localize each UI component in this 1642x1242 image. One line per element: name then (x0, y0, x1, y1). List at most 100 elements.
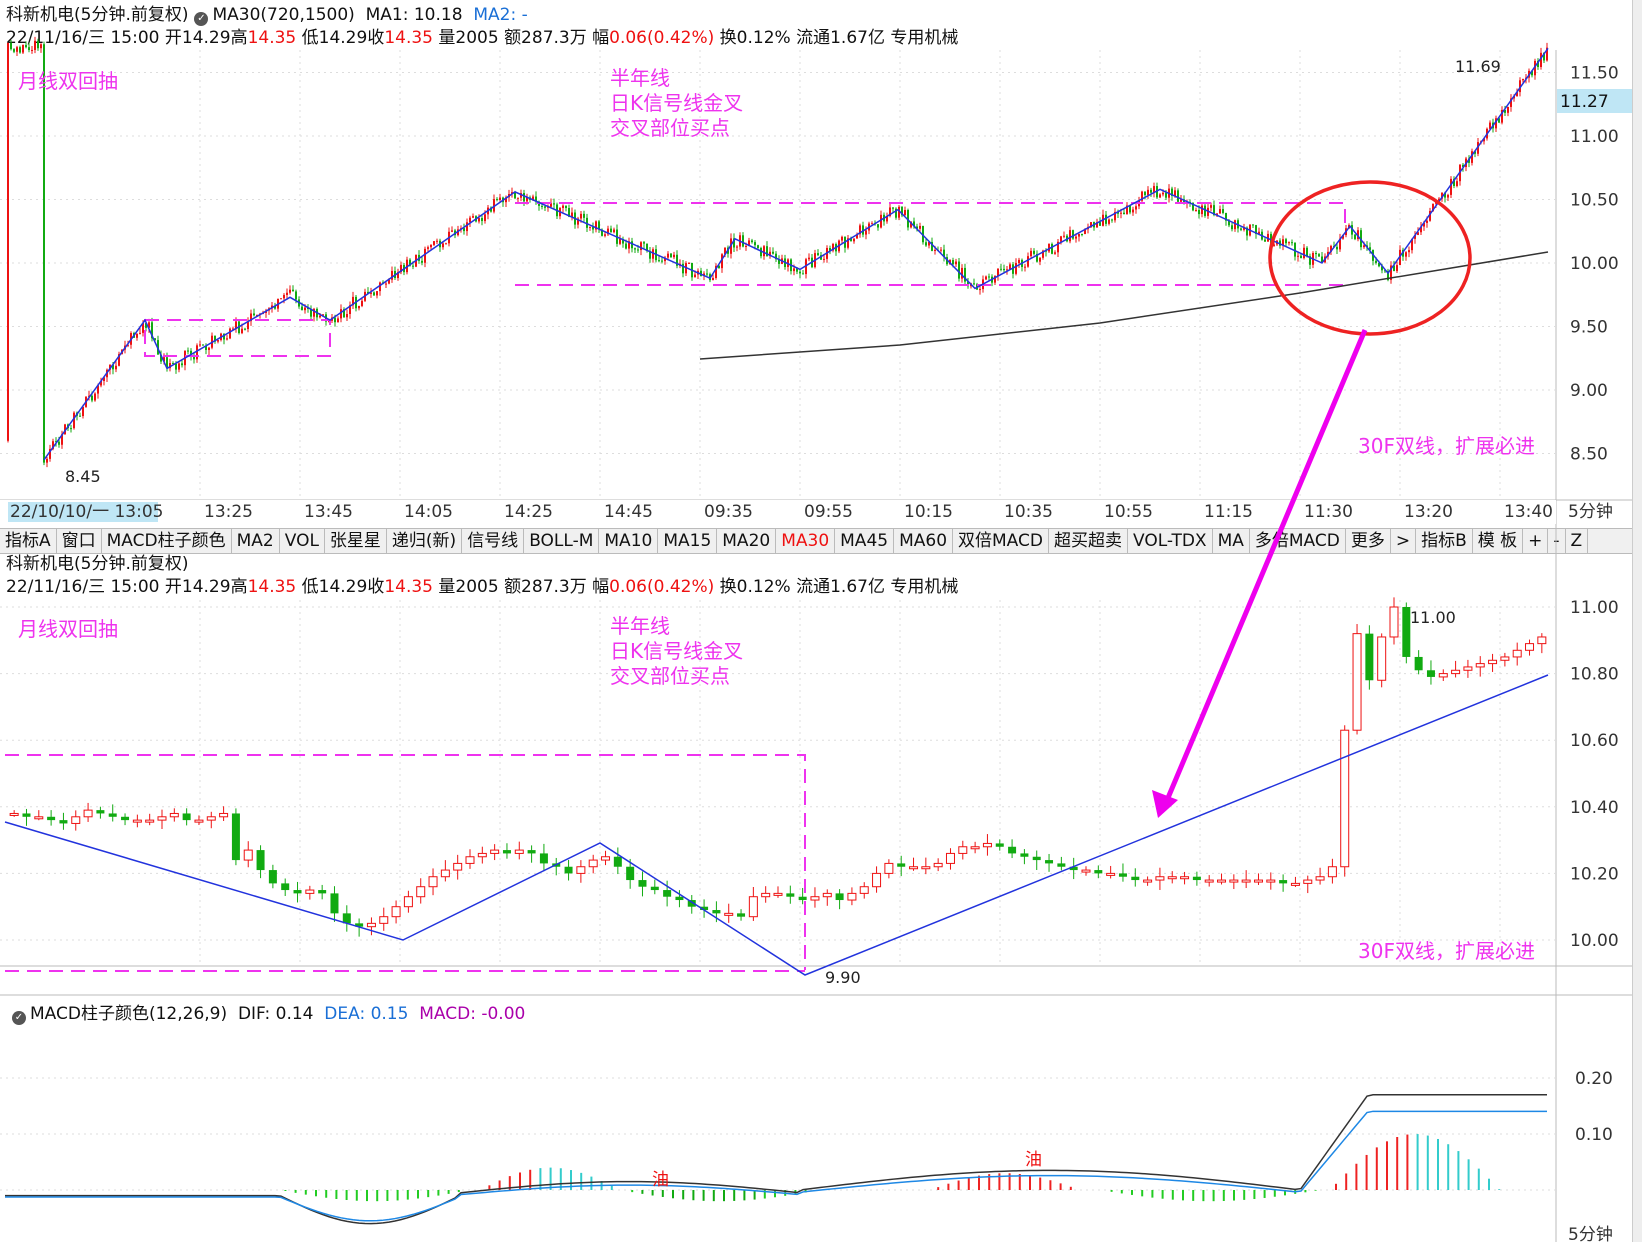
upper-candle-body (1489, 122, 1491, 129)
lower-candle-body (1081, 869, 1091, 873)
lower-info-sector: 专用机械 (890, 577, 959, 597)
lower-candle-body (1327, 866, 1337, 878)
lower-candle-body (1143, 879, 1153, 883)
upper-candle-body (994, 276, 996, 283)
upper-candle-body (700, 270, 702, 277)
settings-circle-icon[interactable]: ✓ (194, 12, 209, 26)
upper-candle-body (931, 241, 933, 251)
lower-candle-body (219, 812, 229, 818)
upper-candle-body (721, 254, 723, 269)
right-scrollbar[interactable] (1632, 0, 1642, 1242)
upper-candle-body (1507, 106, 1509, 113)
upper-candle-body (19, 47, 21, 53)
toolbar-item-14[interactable]: MA60 (894, 529, 954, 553)
upper-candle-body (808, 257, 810, 260)
toolbar-item-20[interactable]: 更多 (1346, 529, 1391, 553)
toolbar-item-16[interactable]: 超买超卖 (1049, 529, 1128, 553)
toolbar-item-9[interactable]: MA10 (599, 529, 659, 553)
toolbar-item-7[interactable]: 信号线 (462, 529, 525, 553)
upper-candle-body (904, 210, 906, 216)
toolbar-item-5[interactable]: 张星星 (325, 529, 387, 553)
toolbar-item-18[interactable]: MA (1213, 529, 1250, 553)
toolbar-item-6[interactable]: 递归(新) (387, 529, 463, 553)
upper-candle-body (1474, 151, 1476, 154)
upper-candle-body (865, 230, 867, 235)
upper-candle-body (73, 412, 75, 429)
lower-candle-body (293, 890, 302, 894)
upper-candle-body (979, 289, 981, 291)
upper-candle-body (208, 347, 210, 350)
upper-candle-body (841, 236, 843, 241)
upper-candle-body (871, 223, 873, 225)
lower-info-change-prefix: 幅 (592, 577, 610, 597)
upper-candle-body (1495, 118, 1497, 129)
upper-candle-body (889, 207, 891, 217)
upper-candle-body (1030, 250, 1032, 257)
upper-candle-body (310, 309, 312, 317)
upper-candle-body (598, 221, 600, 230)
upper-candle-body (1462, 164, 1464, 168)
upper-candle-body (1411, 238, 1413, 251)
toolbar-item-1[interactable]: 窗口 (57, 529, 102, 553)
info-close: 14.35 (384, 28, 433, 48)
lower-annotation-right: 30F双线，扩展必进 (1358, 939, 1535, 963)
upper-candle-body (562, 205, 564, 209)
lower-info-change: 0.06(0.42%) (609, 577, 715, 597)
upper-candle-body (919, 225, 921, 229)
toolbar-item-0[interactable]: 指标A (0, 529, 57, 553)
toolbar-item-4[interactable]: VOL (280, 529, 325, 553)
toolbar-item-23[interactable]: 模 板 (1473, 529, 1524, 553)
toolbar-item-15[interactable]: 双倍MACD (953, 529, 1049, 553)
lower-candle-body (835, 893, 844, 901)
upper-candle-body (70, 428, 72, 430)
upper-candle-body (469, 217, 471, 223)
upper-candle-body (1285, 239, 1287, 244)
toolbar-item-22[interactable]: 指标B (1416, 529, 1473, 553)
lower-candle-body (318, 890, 327, 894)
lower-candle-body (724, 912, 734, 916)
upper-candle-body (1192, 202, 1194, 211)
toolbar-item-10[interactable]: MA15 (658, 529, 718, 553)
toolbar-item-2[interactable]: MACD柱子颜色 (102, 529, 232, 553)
upper-low-mark: 8.45 (65, 467, 101, 486)
toolbar-item-17[interactable]: VOL-TDX (1128, 529, 1213, 553)
upper-candle-body (805, 259, 807, 275)
upper-candle-body (610, 228, 612, 233)
lower-candle-body (1279, 880, 1288, 884)
upper-candle-body (1354, 234, 1356, 240)
lower-candle-body (169, 812, 179, 818)
upper-candle-body (463, 228, 465, 232)
toolbar-item-8[interactable]: BOLL-M (524, 529, 600, 553)
upper-candle-body (940, 249, 942, 251)
macd-settings-icon[interactable]: ✓ (12, 1011, 26, 1025)
upper-candle-body (1147, 189, 1149, 196)
lower-candle-body (1389, 606, 1399, 638)
lower-candle-body (1365, 633, 1374, 681)
upper-candle-body (1018, 259, 1020, 264)
upper-annotation-mid2: 日K信号线金叉 (610, 91, 743, 115)
toolbar-item-3[interactable]: MA2 (232, 529, 280, 553)
lower-candle-body (453, 862, 463, 871)
lower-candle-body (194, 819, 204, 823)
upper-candle-body (1210, 205, 1212, 208)
upper-annotation-left: 月线双回抽 (18, 69, 118, 93)
toolbar-item-24[interactable]: + (1523, 529, 1549, 553)
upper-candle-body (1450, 178, 1452, 195)
toolbar-item-26[interactable]: Z (1566, 529, 1589, 553)
upper-candle-body (760, 248, 762, 257)
toolbar-item-12[interactable]: MA30 (776, 529, 836, 553)
lower-candle-body (687, 900, 696, 907)
upper-candle-body (718, 265, 720, 269)
upper-candle-body (595, 221, 597, 230)
toolbar-item-11[interactable]: MA20 (717, 529, 777, 553)
upper-candle-body (1132, 209, 1134, 213)
macd-value: MACD: -0.00 (419, 1004, 526, 1024)
upper-candle-body (895, 208, 897, 218)
upper-candle-body (295, 291, 297, 300)
upper-candle-body (28, 47, 30, 51)
toolbar-item-13[interactable]: MA45 (835, 529, 895, 553)
toolbar-item-21[interactable]: > (1391, 529, 1417, 553)
lower-candle-body (1032, 856, 1041, 861)
upper-candle-body (61, 434, 63, 445)
upper-annotation-right: 30F双线，扩展必进 (1358, 434, 1535, 458)
